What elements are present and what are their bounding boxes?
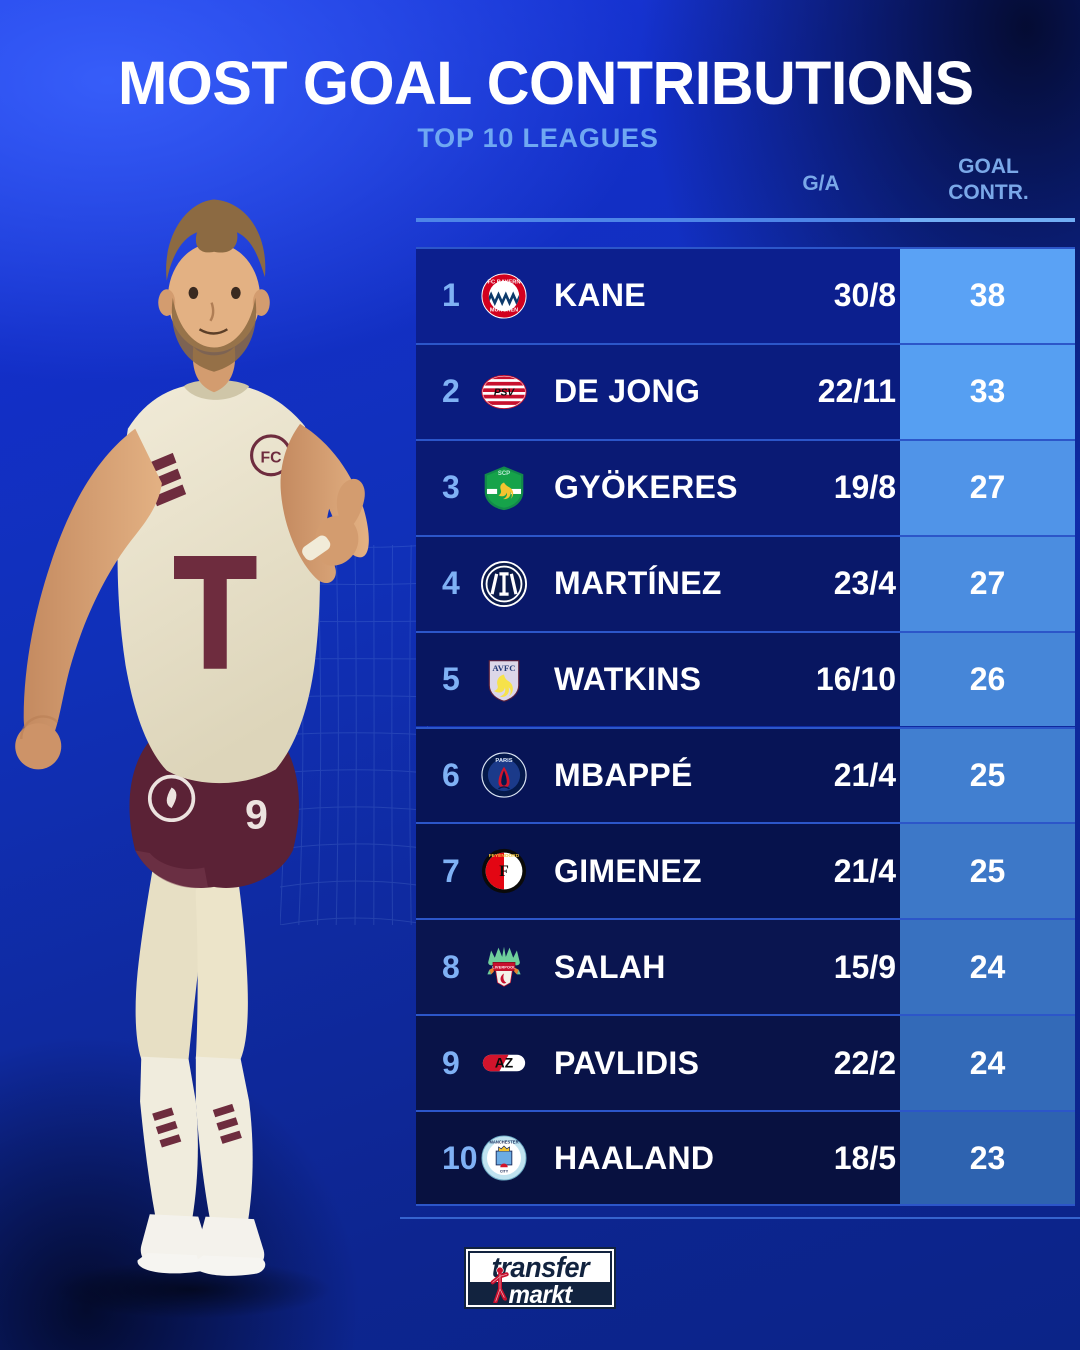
svg-text:9: 9 bbox=[245, 792, 268, 838]
svg-text:FC: FC bbox=[260, 450, 281, 467]
